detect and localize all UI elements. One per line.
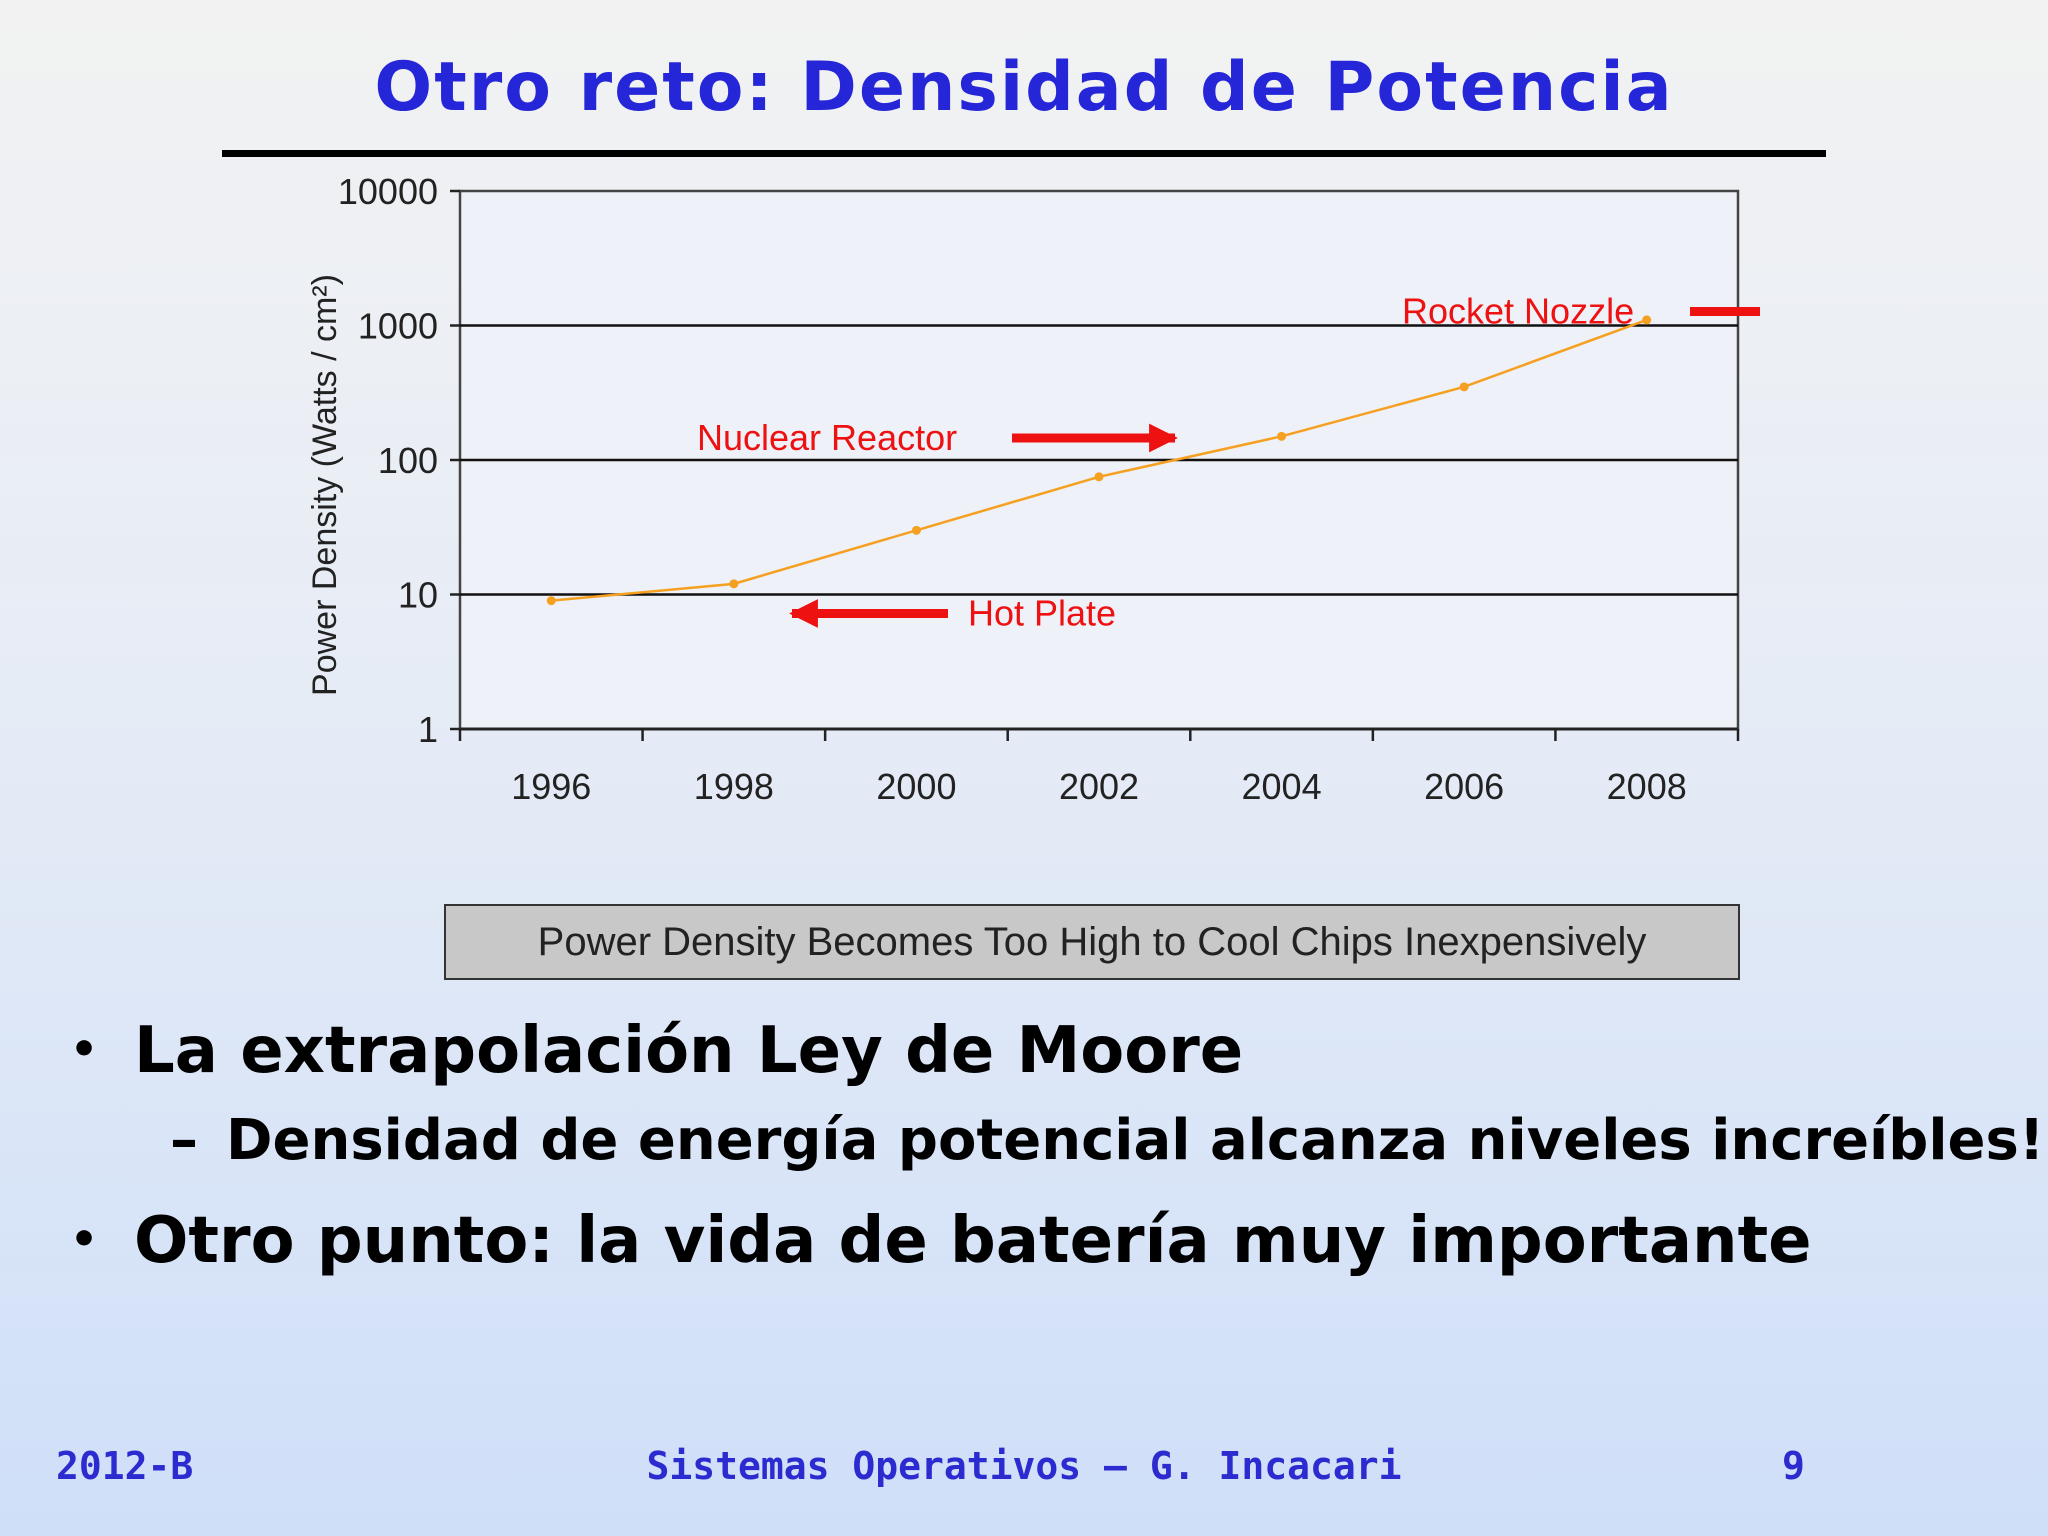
y-axis-label: Power Density (Watts / cm²) [306,274,344,696]
data-point [1642,315,1652,325]
footer-course: Sistemas Operativos – G. Incacari [646,1444,1402,1488]
annotation-hot-plate: Hot Plate [968,593,1116,634]
annotation-rocket-nozzle: Rocket Nozzle [1402,291,1634,332]
annotation-nuclear-reactor: Nuclear Reactor [697,417,957,458]
x-tick-label: 2008 [1607,766,1687,807]
y-tick-label: 10000 [338,171,438,212]
y-tick-label: 10 [398,575,438,616]
y-tick-label: 100 [378,440,438,481]
x-tick-label: 1996 [511,766,591,807]
footer-term: 2012-B [56,1444,194,1488]
x-tick-label: 1998 [694,766,774,807]
slide-title: Otro reto: Densidad de Potencia [374,48,1674,127]
bullet-marker: • [70,1214,99,1265]
y-tick-label: 1 [418,709,438,750]
data-point [1459,382,1469,392]
x-tick-label: 2004 [1242,766,1322,807]
data-point [546,596,556,606]
data-point [1094,472,1104,482]
bullet-moore: • La extrapolación Ley de Moore [70,1014,1243,1088]
x-tick-label: 2006 [1424,766,1504,807]
x-tick-label: 2000 [876,766,956,807]
bullet-marker: • [70,1024,99,1075]
power-density-chart: 1 10 100 1000 10000 1996 1998 2000 2002 2004 2006 2… [306,171,1760,807]
x-tick-label: 2002 [1059,766,1139,807]
bullet-text: La extrapolación Ley de Moore [134,1014,1244,1088]
bullet-text: Otro punto: la vida de batería muy impor… [134,1204,1812,1278]
data-point [911,525,921,535]
sub-bullet-density: – Densidad de energía potencial alcanza n… [170,1108,2044,1173]
data-point [729,579,739,589]
footer-page-number: 9 [1782,1444,1805,1488]
bullet-battery: • Otro punto: la vida de batería muy impo… [70,1204,1812,1278]
y-tick-label: 1000 [358,306,438,347]
sub-bullet-text: Densidad de energía potencial alcanza ni… [226,1108,2045,1173]
sub-bullet-marker: – [170,1108,198,1173]
data-point [1277,431,1287,441]
title-divider [222,150,1826,157]
chart-caption: Power Density Becomes Too High to Cool C… [444,904,1740,980]
